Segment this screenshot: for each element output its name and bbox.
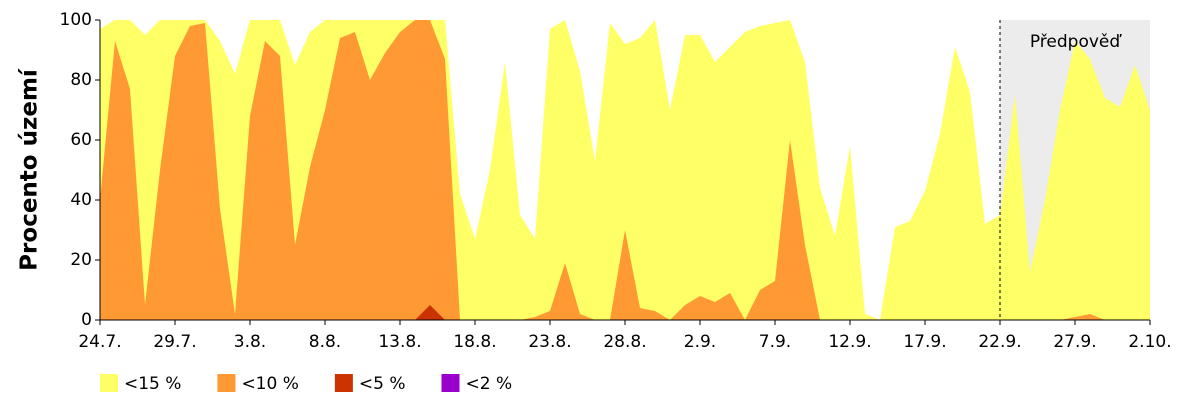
x-tick-label: 27.9. [1053,332,1096,352]
legend-label: <15 % [124,374,181,394]
x-tick-label: 7.9. [759,332,791,352]
legend-label: <2 % [466,374,513,394]
legend-swatch [334,374,353,392]
x-tick-label: 22.9. [978,332,1021,352]
x-tick-label: 29.7. [153,332,196,352]
x-tick-label: 2.9. [684,332,716,352]
legend-label: <10 % [241,374,298,394]
y-tick-label: 20 [70,250,92,270]
forecast-label: Předpověď [1030,32,1123,52]
x-tick-label: 3.8. [234,332,266,352]
x-tick-label: 2.10. [1128,332,1171,352]
area [100,20,1150,320]
legend-swatch [100,374,118,392]
y-tick-label: 60 [70,130,92,150]
x-tick-label: 18.8. [453,332,496,352]
legend-swatch [217,374,236,392]
legend-label: <5 % [359,374,406,394]
x-tick-label: 28.8. [603,332,646,352]
y-axis-label: Procento území [17,68,43,271]
x-tick-label: 13.8. [378,332,421,352]
x-tick-label: 24.7. [78,332,121,352]
y-tick-label: 100 [60,10,92,30]
y-tick-label: 0 [81,310,92,330]
x-tick-label: 17.9. [903,332,946,352]
y-tick-label: 40 [70,190,92,210]
x-tick-label: 12.9. [828,332,871,352]
y-tick-label: 80 [70,70,92,90]
legend-swatch [441,374,460,392]
x-tick-label: 8.8. [309,332,341,352]
x-tick-label: 23.8. [528,332,571,352]
